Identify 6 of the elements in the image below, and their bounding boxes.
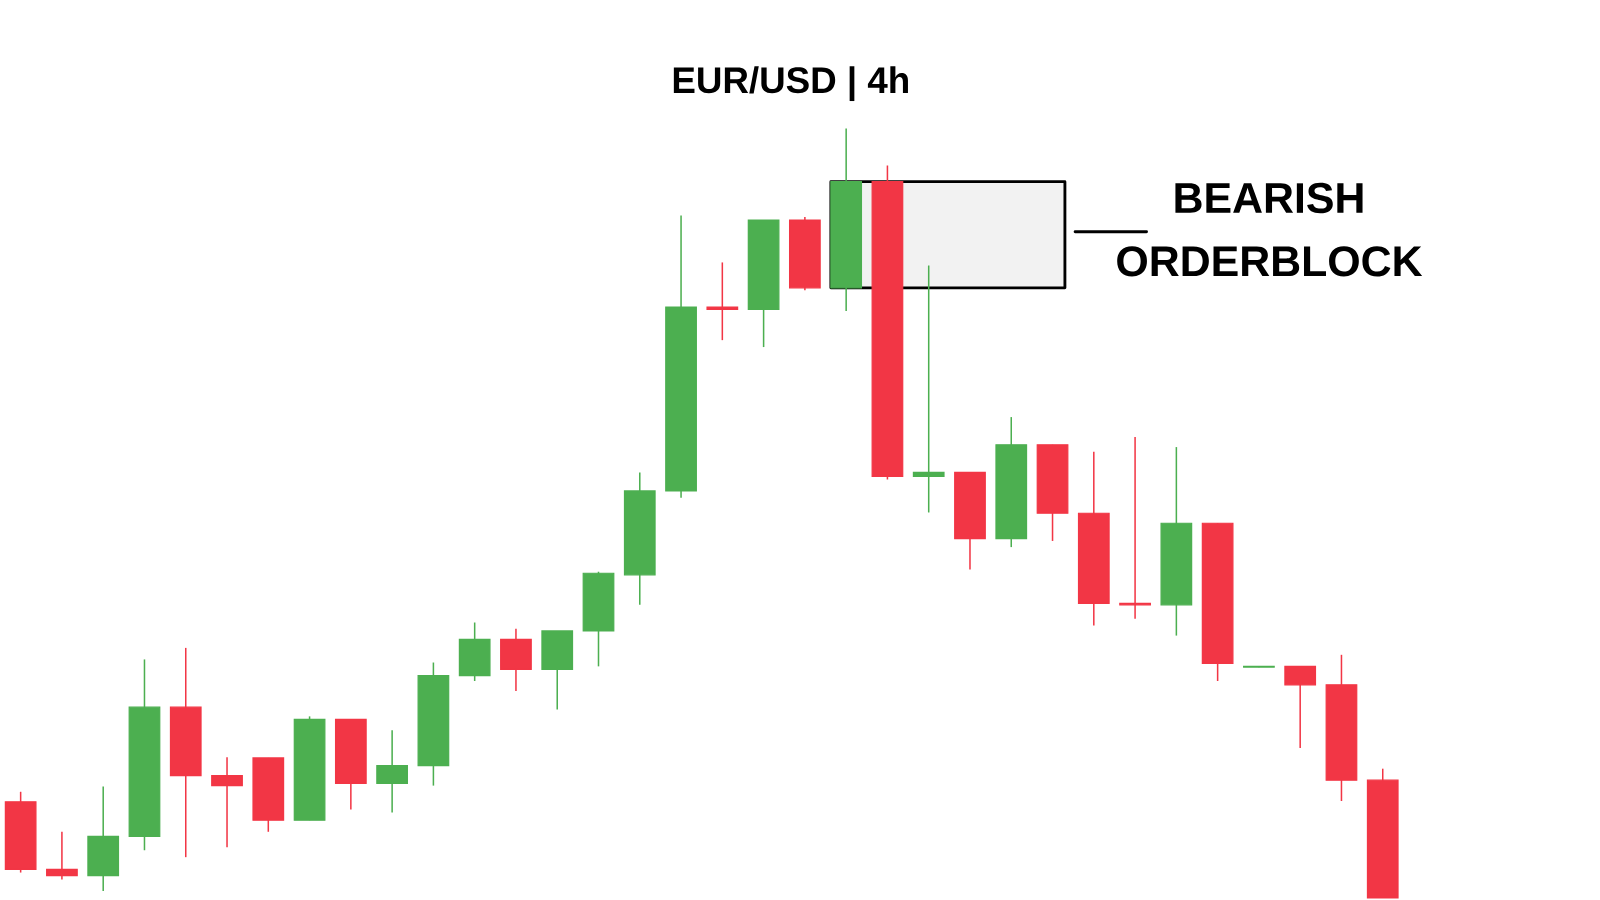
candlestick xyxy=(706,261,739,341)
candlestick xyxy=(912,264,945,514)
band-label: BEARISH ORDERBLOCK xyxy=(1117,182,1423,277)
candlestick xyxy=(211,756,243,848)
candlestick xyxy=(46,831,78,881)
chart-title: EUR/USD | 4h xyxy=(673,66,908,102)
